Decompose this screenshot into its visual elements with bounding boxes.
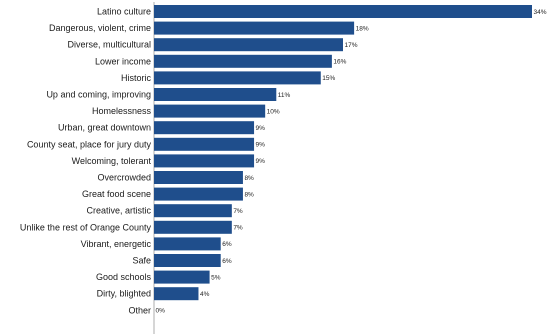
bar [154,171,243,184]
category-label: Diverse, multicultural [67,40,151,50]
category-label: Lower income [95,56,151,66]
value-label: 17% [345,42,358,49]
value-label: 6% [222,241,232,248]
category-label: Dirty, blighted [97,289,151,299]
value-label: 7% [233,225,243,232]
value-label: 9% [256,142,266,149]
category-label: Urban, great downtown [58,123,151,133]
value-label: 10% [267,108,280,115]
category-label: Historic [121,73,152,83]
value-label: 4% [200,291,210,298]
value-label: 16% [333,59,346,66]
bar [154,5,532,18]
bar [154,270,210,284]
bar [154,137,255,151]
value-label: 18% [356,25,369,32]
bar [154,237,221,251]
value-label: 8% [244,191,254,198]
category-label: Good schools [96,272,152,282]
value-label: 6% [222,258,232,265]
bar [154,254,221,267]
bars-group: Latino culture 34% Dangerous, violent, cri… [20,5,547,315]
bar [154,204,232,218]
bar [154,38,343,52]
category-label: Homelessness [92,106,152,116]
bar [154,54,332,68]
value-label: 34% [534,9,547,16]
value-label: 5% [211,274,221,281]
category-label: County seat, place for jury duty [27,139,152,149]
bar [154,287,199,301]
category-label: Vibrant, energetic [81,239,152,249]
category-label: Other [128,305,151,315]
value-label: 9% [256,158,266,165]
bar [154,154,255,168]
bar [154,21,355,35]
category-label: Safe [132,256,151,266]
value-label: 15% [322,75,335,82]
bar [154,121,255,135]
value-label: 11% [278,92,291,99]
value-label: 8% [244,175,254,182]
category-label: Overcrowded [97,173,151,183]
category-label: Latino culture [97,7,151,17]
bar [154,71,321,85]
bar [154,220,232,234]
bar [154,88,277,101]
category-label: Creative, artistic [86,206,151,216]
value-label: 9% [256,125,266,132]
category-label: Unlike the rest of Orange County [20,222,152,232]
category-label: Welcoming, tolerant [72,156,152,166]
category-label: Dangerous, violent, crime [49,23,151,33]
value-label: 7% [233,208,243,215]
bar [154,187,243,201]
category-label: Great food scene [82,189,151,199]
category-label: Up and coming, improving [46,90,151,100]
bar [154,104,266,118]
value-label: 0% [156,308,166,315]
